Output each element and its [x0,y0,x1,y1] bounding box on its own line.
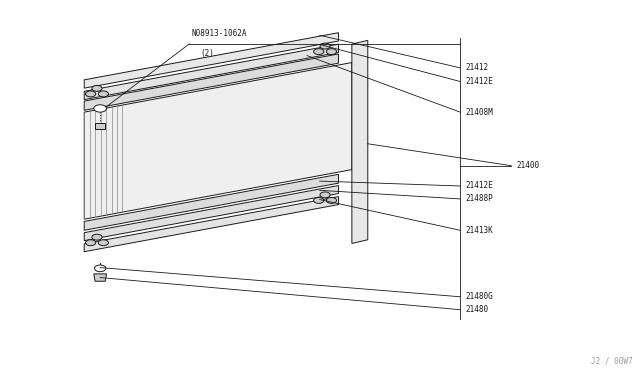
Circle shape [86,240,96,246]
Text: J2 / 00W7: J2 / 00W7 [591,356,632,365]
Polygon shape [352,41,368,243]
Circle shape [99,240,108,246]
Text: 21413K: 21413K [465,226,493,235]
Text: 21412E: 21412E [465,77,493,86]
Polygon shape [94,274,106,281]
Circle shape [92,234,102,240]
Polygon shape [84,174,339,230]
Text: 21412: 21412 [465,63,488,72]
Circle shape [326,198,337,203]
Text: 21400: 21400 [516,161,540,170]
Polygon shape [84,197,339,252]
Circle shape [94,105,106,112]
Polygon shape [84,186,339,241]
Text: (2): (2) [201,49,214,58]
Circle shape [314,198,324,203]
Polygon shape [84,54,339,110]
Circle shape [320,43,330,49]
Polygon shape [95,123,105,129]
Text: 21480G: 21480G [465,292,493,301]
Text: N08913-1062A: N08913-1062A [191,29,247,38]
Polygon shape [84,62,352,219]
Circle shape [314,49,324,55]
Circle shape [86,91,96,97]
Text: 21480: 21480 [465,305,488,314]
Circle shape [320,192,330,198]
Circle shape [92,86,102,92]
Circle shape [95,265,106,272]
Text: 21412E: 21412E [465,182,493,190]
Circle shape [99,91,108,97]
Polygon shape [84,33,339,88]
Polygon shape [84,44,339,100]
Text: 21408M: 21408M [465,108,493,117]
Circle shape [326,49,337,55]
Text: 21488P: 21488P [465,195,493,203]
